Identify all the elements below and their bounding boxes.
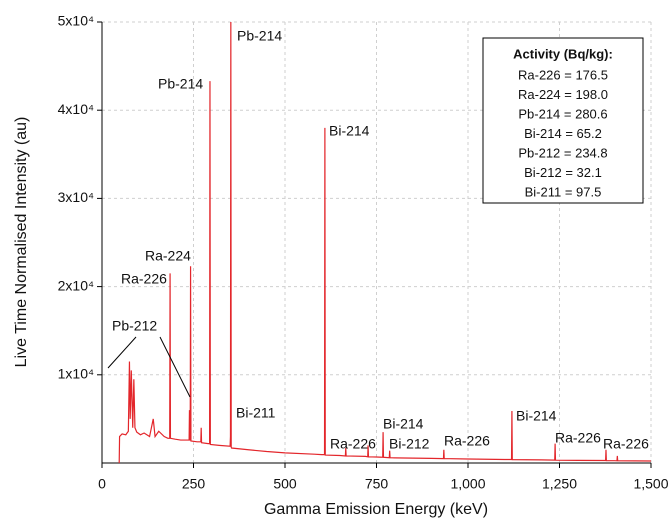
peak-label: Ra-226 (330, 436, 376, 452)
spectrum-line (118, 21, 652, 464)
peak-label: Bi-214 (516, 408, 557, 424)
y-axis-title: Live Time Normalised Intensity (au) (13, 117, 30, 368)
x-tick-label: 1,000 (450, 476, 485, 492)
y-tick-label: 5x10⁴ (58, 13, 94, 29)
peak-label: Pb-212 (112, 318, 157, 334)
activity-item: Bi-212 = 32.1 (524, 165, 602, 180)
x-tick-label: 250 (182, 476, 206, 492)
leader-line (107, 336, 137, 369)
x-tick-label: 1,250 (542, 476, 577, 492)
x-tick-label: 750 (365, 476, 389, 492)
activity-box (482, 37, 644, 204)
peak-label: Bi-212 (389, 436, 430, 452)
peak-label: Ra-226 (444, 433, 490, 449)
activity-item: Pb-212 = 234.8 (518, 145, 607, 160)
activity-item: Ra-224 = 198.0 (518, 87, 608, 102)
x-tick-label: 500 (273, 476, 297, 492)
y-tick-label: 3x10⁴ (58, 189, 94, 205)
peak-label: Ra-226 (603, 436, 649, 452)
y-tick-label: 1x10⁴ (58, 366, 94, 382)
peak-label: Bi-214 (329, 123, 370, 139)
activity-item: Bi-211 = 97.5 (525, 184, 602, 199)
activity-item: Bi-214 = 65.2 (524, 126, 602, 141)
activity-title: Activity (Bq/kg): (513, 46, 613, 61)
peak-label: Bi-211 (236, 405, 276, 421)
peak-label: Ra-226 (121, 271, 167, 287)
activity-item: Ra-226 = 176.5 (518, 67, 608, 82)
peak-label: Pb-214 (158, 76, 203, 92)
peak-label: Bi-214 (383, 416, 424, 432)
peak-label: Ra-224 (145, 248, 191, 264)
x-axis-title: Gamma Emission Energy (keV) (264, 501, 488, 518)
x-tick-label: 1,500 (633, 476, 668, 492)
activity-item: Pb-214 = 280.6 (518, 106, 607, 121)
peak-label: Ra-226 (555, 430, 601, 446)
leader-line (159, 336, 191, 398)
x-tick-label: 0 (98, 476, 106, 492)
y-tick-label: 2x10⁴ (58, 277, 94, 293)
peak-label: Pb-214 (237, 28, 282, 44)
y-tick-label: 4x10⁴ (58, 101, 94, 117)
